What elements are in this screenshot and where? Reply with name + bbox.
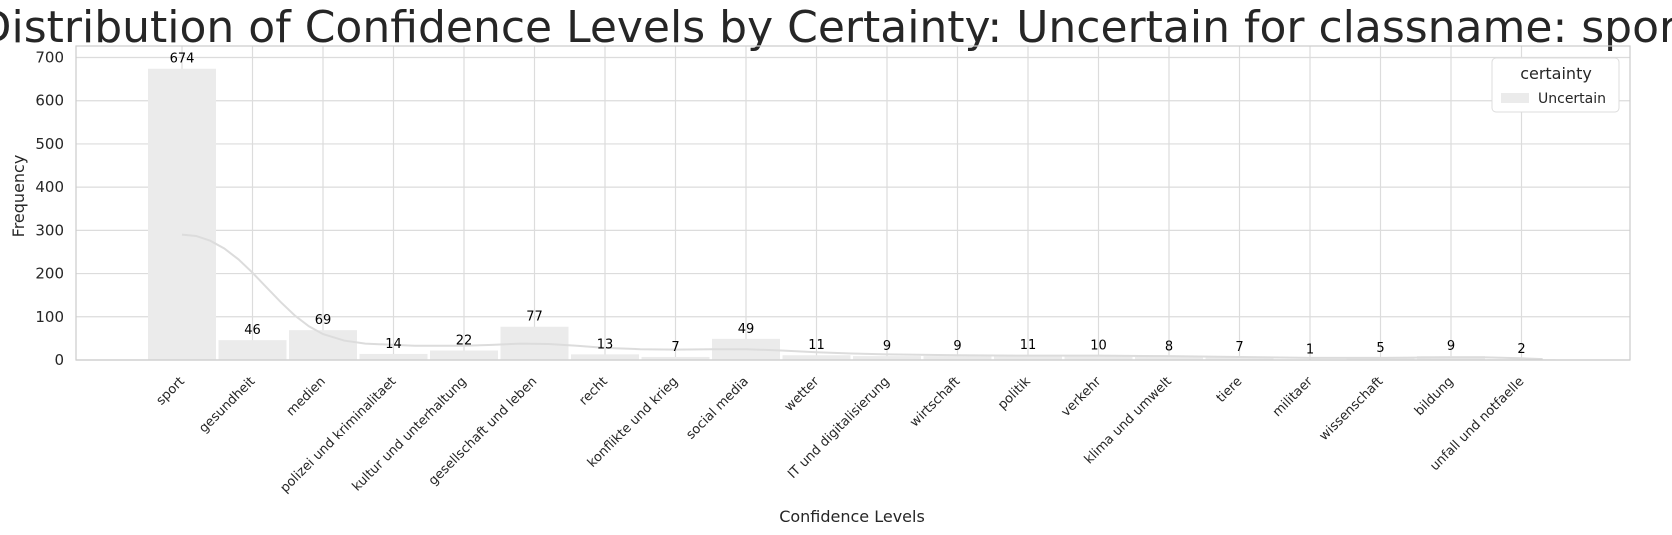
legend-label-uncertain: Uncertain: [1538, 91, 1606, 107]
y-tick-label: 700: [35, 49, 64, 67]
data-label: 9: [1447, 339, 1455, 354]
bar: [994, 355, 1062, 360]
y-tick-label: 400: [35, 178, 64, 196]
x-tick-label: tiere: [1214, 374, 1246, 406]
legend-title: certainty: [1520, 64, 1592, 83]
y-axis-label: Frequency: [9, 155, 28, 238]
y-tick-label: 200: [35, 265, 64, 283]
y-tick-label: 100: [35, 308, 64, 326]
x-tick-label: sport: [154, 374, 188, 408]
data-labels: 674 46 69 14 22 77 13 7 49 11 9 9 11 10 8 7 1 5 9 2: [170, 52, 1526, 358]
data-label: 11: [808, 338, 825, 353]
bar: [359, 353, 428, 360]
x-axis-label: Confidence Levels: [779, 507, 925, 526]
y-tick-label: 500: [35, 135, 64, 153]
y-tick-label: 600: [35, 92, 64, 110]
y-tick-label: 0: [54, 351, 64, 369]
kde-line: [181, 233, 1543, 361]
data-label: 13: [597, 337, 614, 352]
data-label: 14: [385, 337, 402, 352]
grid: [76, 46, 1630, 361]
data-label: 46: [244, 323, 261, 338]
data-label: 77: [526, 310, 543, 325]
x-tick-label: wirtschaft: [907, 374, 963, 430]
data-label: 5: [1376, 341, 1384, 356]
data-label: 674: [170, 52, 195, 67]
x-tick-label: bildung: [1412, 374, 1457, 419]
bar: [1064, 355, 1133, 360]
legend-swatch-uncertain: [1501, 93, 1529, 103]
bar: [782, 355, 851, 360]
legend: certainty Uncertain: [1491, 57, 1620, 113]
bar: [1205, 356, 1274, 360]
bar: [430, 350, 498, 360]
data-label: 22: [456, 333, 473, 348]
x-tick-label: militaer: [1270, 374, 1316, 420]
x-tick-label: gesundheit: [196, 374, 258, 436]
chart-title: Distribution of Confidence Levels by Cer…: [0, 2, 1672, 53]
x-tick-label: polizei und kriminalitaet: [278, 374, 400, 496]
x-tick-label: wetter: [782, 374, 823, 415]
data-label: 11: [1020, 338, 1037, 353]
bar: [148, 68, 216, 360]
y-tick-label: 300: [35, 221, 64, 239]
x-tick-label: verkehr: [1059, 374, 1105, 420]
bar: [853, 356, 921, 360]
data-label: 8: [1165, 340, 1173, 355]
bar: [1135, 356, 1203, 360]
data-label: 7: [1235, 340, 1243, 355]
x-tick-label: recht: [577, 374, 611, 408]
x-tick-label: medien: [284, 374, 329, 419]
bar: [218, 340, 287, 360]
bar: [1346, 357, 1415, 360]
data-label: 9: [953, 339, 961, 354]
bar: [571, 354, 639, 360]
data-label: 10: [1090, 339, 1107, 354]
x-tick-label: kultur und unterhaltung: [350, 374, 470, 494]
data-label: 49: [738, 322, 755, 337]
bar: [641, 356, 710, 360]
bar: [923, 356, 992, 360]
data-label: 7: [671, 340, 679, 355]
data-label: 9: [883, 339, 891, 354]
x-tick-label: politik: [995, 374, 1034, 413]
data-label: 69: [315, 313, 332, 328]
plot-frame: [75, 45, 1631, 361]
y-tick-labels: 0 100 200 300 400 500 600 700: [35, 49, 64, 370]
x-tick-label: social media: [683, 374, 751, 442]
x-tick-label: wissenschaft: [1317, 374, 1387, 444]
bar: [289, 330, 357, 360]
data-label: 2: [1517, 342, 1525, 357]
data-label: 1: [1306, 343, 1314, 358]
